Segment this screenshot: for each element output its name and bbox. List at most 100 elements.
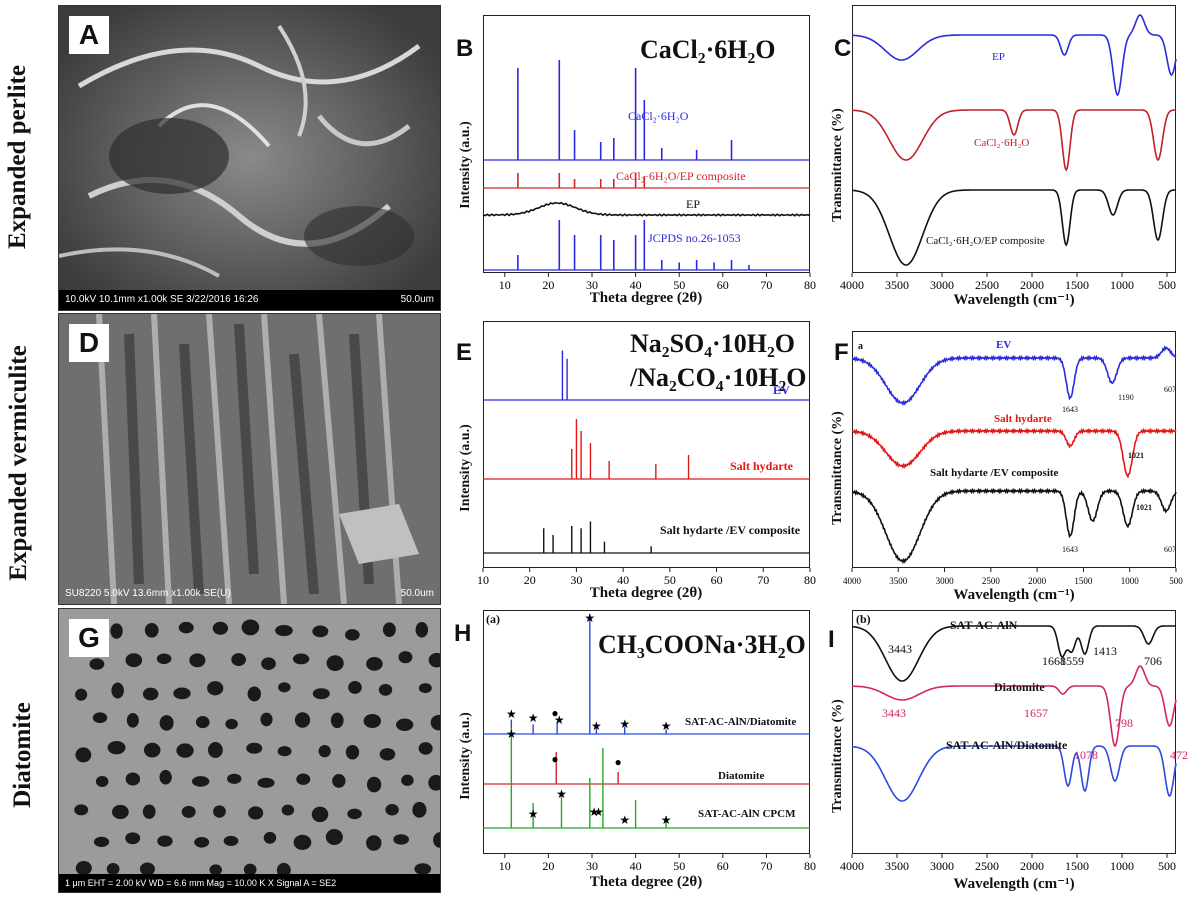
chart-f-peak-4: 1021 bbox=[1136, 503, 1152, 512]
pore bbox=[208, 741, 223, 758]
pore bbox=[378, 683, 393, 696]
pore bbox=[126, 713, 139, 728]
panel-letter-d: D bbox=[69, 324, 109, 362]
chart-i-peak-8: 1078 bbox=[1074, 748, 1098, 762]
pore bbox=[194, 837, 210, 848]
pore bbox=[260, 712, 273, 727]
pore bbox=[401, 774, 414, 786]
chart-h-svg: 10 20 30 40 50 60 70 80★ ★ ●★★★ ★ ★★● ●★★★★★ ★ bbox=[483, 611, 816, 873]
phase-marker: ★ bbox=[528, 711, 539, 725]
pore bbox=[312, 625, 329, 638]
pore bbox=[281, 804, 295, 816]
pore bbox=[246, 742, 263, 754]
pore bbox=[142, 687, 159, 701]
pore bbox=[142, 804, 156, 819]
x-tick-label: 20 bbox=[524, 573, 536, 587]
x-tick-label: 40 bbox=[630, 278, 642, 292]
ftir-series-1 bbox=[851, 665, 1177, 748]
x-tick-label: 2500 bbox=[982, 576, 1001, 586]
chart-e-title: Na₂SO₄·10H₂O bbox=[630, 329, 795, 358]
pore bbox=[181, 805, 196, 818]
chart-e-series-2-label: Salt hydarte /EV composite bbox=[660, 523, 801, 537]
x-tick-label: 30 bbox=[586, 859, 598, 873]
pore bbox=[257, 777, 275, 788]
chart-b-xlabel: Theta degree (2θ) bbox=[589, 290, 703, 306]
pore bbox=[366, 835, 382, 851]
pore bbox=[178, 621, 194, 634]
chart-h-xlabel: Theta degree (2θ) bbox=[589, 874, 703, 890]
chart-panel-f: F a Transmittance (%) 4000 3500 3000 2500 20… bbox=[826, 313, 1198, 605]
pore bbox=[209, 864, 222, 876]
panel-letter-b: B bbox=[456, 35, 474, 62]
ftir-series-0 bbox=[851, 625, 1176, 682]
chart-f-series-2-label: Salt hydarte /EV composite bbox=[930, 467, 1059, 479]
pore bbox=[366, 776, 382, 793]
x-tick-label: 50 bbox=[673, 278, 685, 292]
sem-caption-d-left: SU8220 5.0kV 13.6mm x1.00k SE(U) bbox=[65, 588, 231, 599]
chart-f-axes bbox=[852, 331, 1176, 568]
phase-marker: ● bbox=[551, 706, 558, 720]
x-tick-label: 500 bbox=[1158, 859, 1176, 873]
chart-f-peak-5: 1643 bbox=[1062, 545, 1078, 554]
chart-b-series-1-label: CaCl₂·6H₂O/EP composite bbox=[616, 169, 746, 183]
pore bbox=[428, 774, 440, 791]
pore bbox=[75, 861, 92, 876]
phase-marker: ★ bbox=[661, 719, 672, 733]
chart-f-series-1-label: Salt hydarte bbox=[994, 413, 1052, 425]
phase-marker: ★ bbox=[528, 807, 539, 821]
pore bbox=[345, 629, 360, 641]
x-tick-label: 70 bbox=[757, 573, 769, 587]
pore bbox=[296, 773, 311, 785]
panel-letter-e: E bbox=[456, 339, 473, 366]
pore bbox=[207, 681, 224, 696]
pore bbox=[398, 651, 413, 664]
pore bbox=[173, 687, 191, 700]
chart-f-peak-1: 1190 bbox=[1118, 393, 1134, 402]
pore bbox=[159, 769, 172, 785]
chart-i-xlabel: Wavelength (cm⁻¹) bbox=[953, 876, 1075, 892]
chart-panel-b: B CaCl₂·6H₂O Intensity (a.u.) 10 20 30 40 50… bbox=[448, 5, 820, 310]
sem-image-d: D SU8220 5.0kV 13.6mm x1.00k SE(U) 50.0u… bbox=[58, 313, 441, 605]
pore bbox=[159, 715, 174, 731]
pore bbox=[332, 774, 346, 788]
pore bbox=[428, 652, 440, 668]
x-tick-label: 2500 bbox=[975, 859, 999, 873]
pore bbox=[139, 862, 155, 876]
ftir-series-2 bbox=[852, 189, 1176, 266]
phase-marker: ★ bbox=[506, 707, 517, 721]
chart-b-series-0-label: CaCl₂·6H₂O bbox=[628, 109, 689, 123]
sem-image-g: G 1 μm EHT = 2.00 kV WD = 6.6 mm Mag = 1… bbox=[58, 608, 441, 893]
x-tick-label: 1500 bbox=[1065, 278, 1089, 292]
chart-e-svg: 10 20 30 40 50 60 70 80 bbox=[477, 350, 816, 587]
x-tick-label: 40 bbox=[617, 573, 629, 587]
phase-marker: ● bbox=[551, 752, 558, 766]
pore bbox=[125, 772, 141, 786]
pore bbox=[74, 804, 89, 816]
phase-marker: ● bbox=[615, 755, 622, 769]
pore bbox=[292, 653, 310, 665]
x-tick-label: 50 bbox=[664, 573, 676, 587]
x-tick-label: 2000 bbox=[1028, 576, 1047, 586]
chart-i-svg: 4000 3500 3000 2500 2000 1500 1000 500 bbox=[840, 625, 1177, 873]
phase-marker: ★ bbox=[556, 787, 567, 801]
pore bbox=[318, 744, 331, 758]
pore bbox=[385, 804, 399, 816]
chart-c-svg: 4000 3500 3000 2500 2000 1500 1000 500 bbox=[840, 14, 1177, 292]
phase-marker: ★ bbox=[584, 611, 595, 625]
pore bbox=[241, 619, 260, 636]
chart-b-series-2-label: EP bbox=[686, 197, 701, 211]
pore bbox=[89, 658, 105, 670]
pore bbox=[75, 747, 92, 763]
x-tick-label: 60 bbox=[711, 573, 723, 587]
pore bbox=[107, 740, 126, 755]
chart-b-svg: 10 20 30 40 50 60 70 80 bbox=[482, 60, 816, 292]
panel-letter-i: I bbox=[828, 626, 835, 653]
chart-i-peak-4: 706 bbox=[1144, 654, 1162, 668]
pore bbox=[263, 831, 277, 844]
pore bbox=[311, 806, 329, 823]
chart-panel-i: I (b) Transmittance (%) 4000 3500 3000 2500… bbox=[826, 606, 1198, 896]
panel-letter-a: A bbox=[69, 16, 109, 54]
pore bbox=[418, 742, 433, 755]
pore bbox=[261, 657, 276, 671]
sem-caption-a-left: 10.0kV 10.1mm x1.00k SE 3/22/2016 16:26 bbox=[65, 294, 259, 305]
